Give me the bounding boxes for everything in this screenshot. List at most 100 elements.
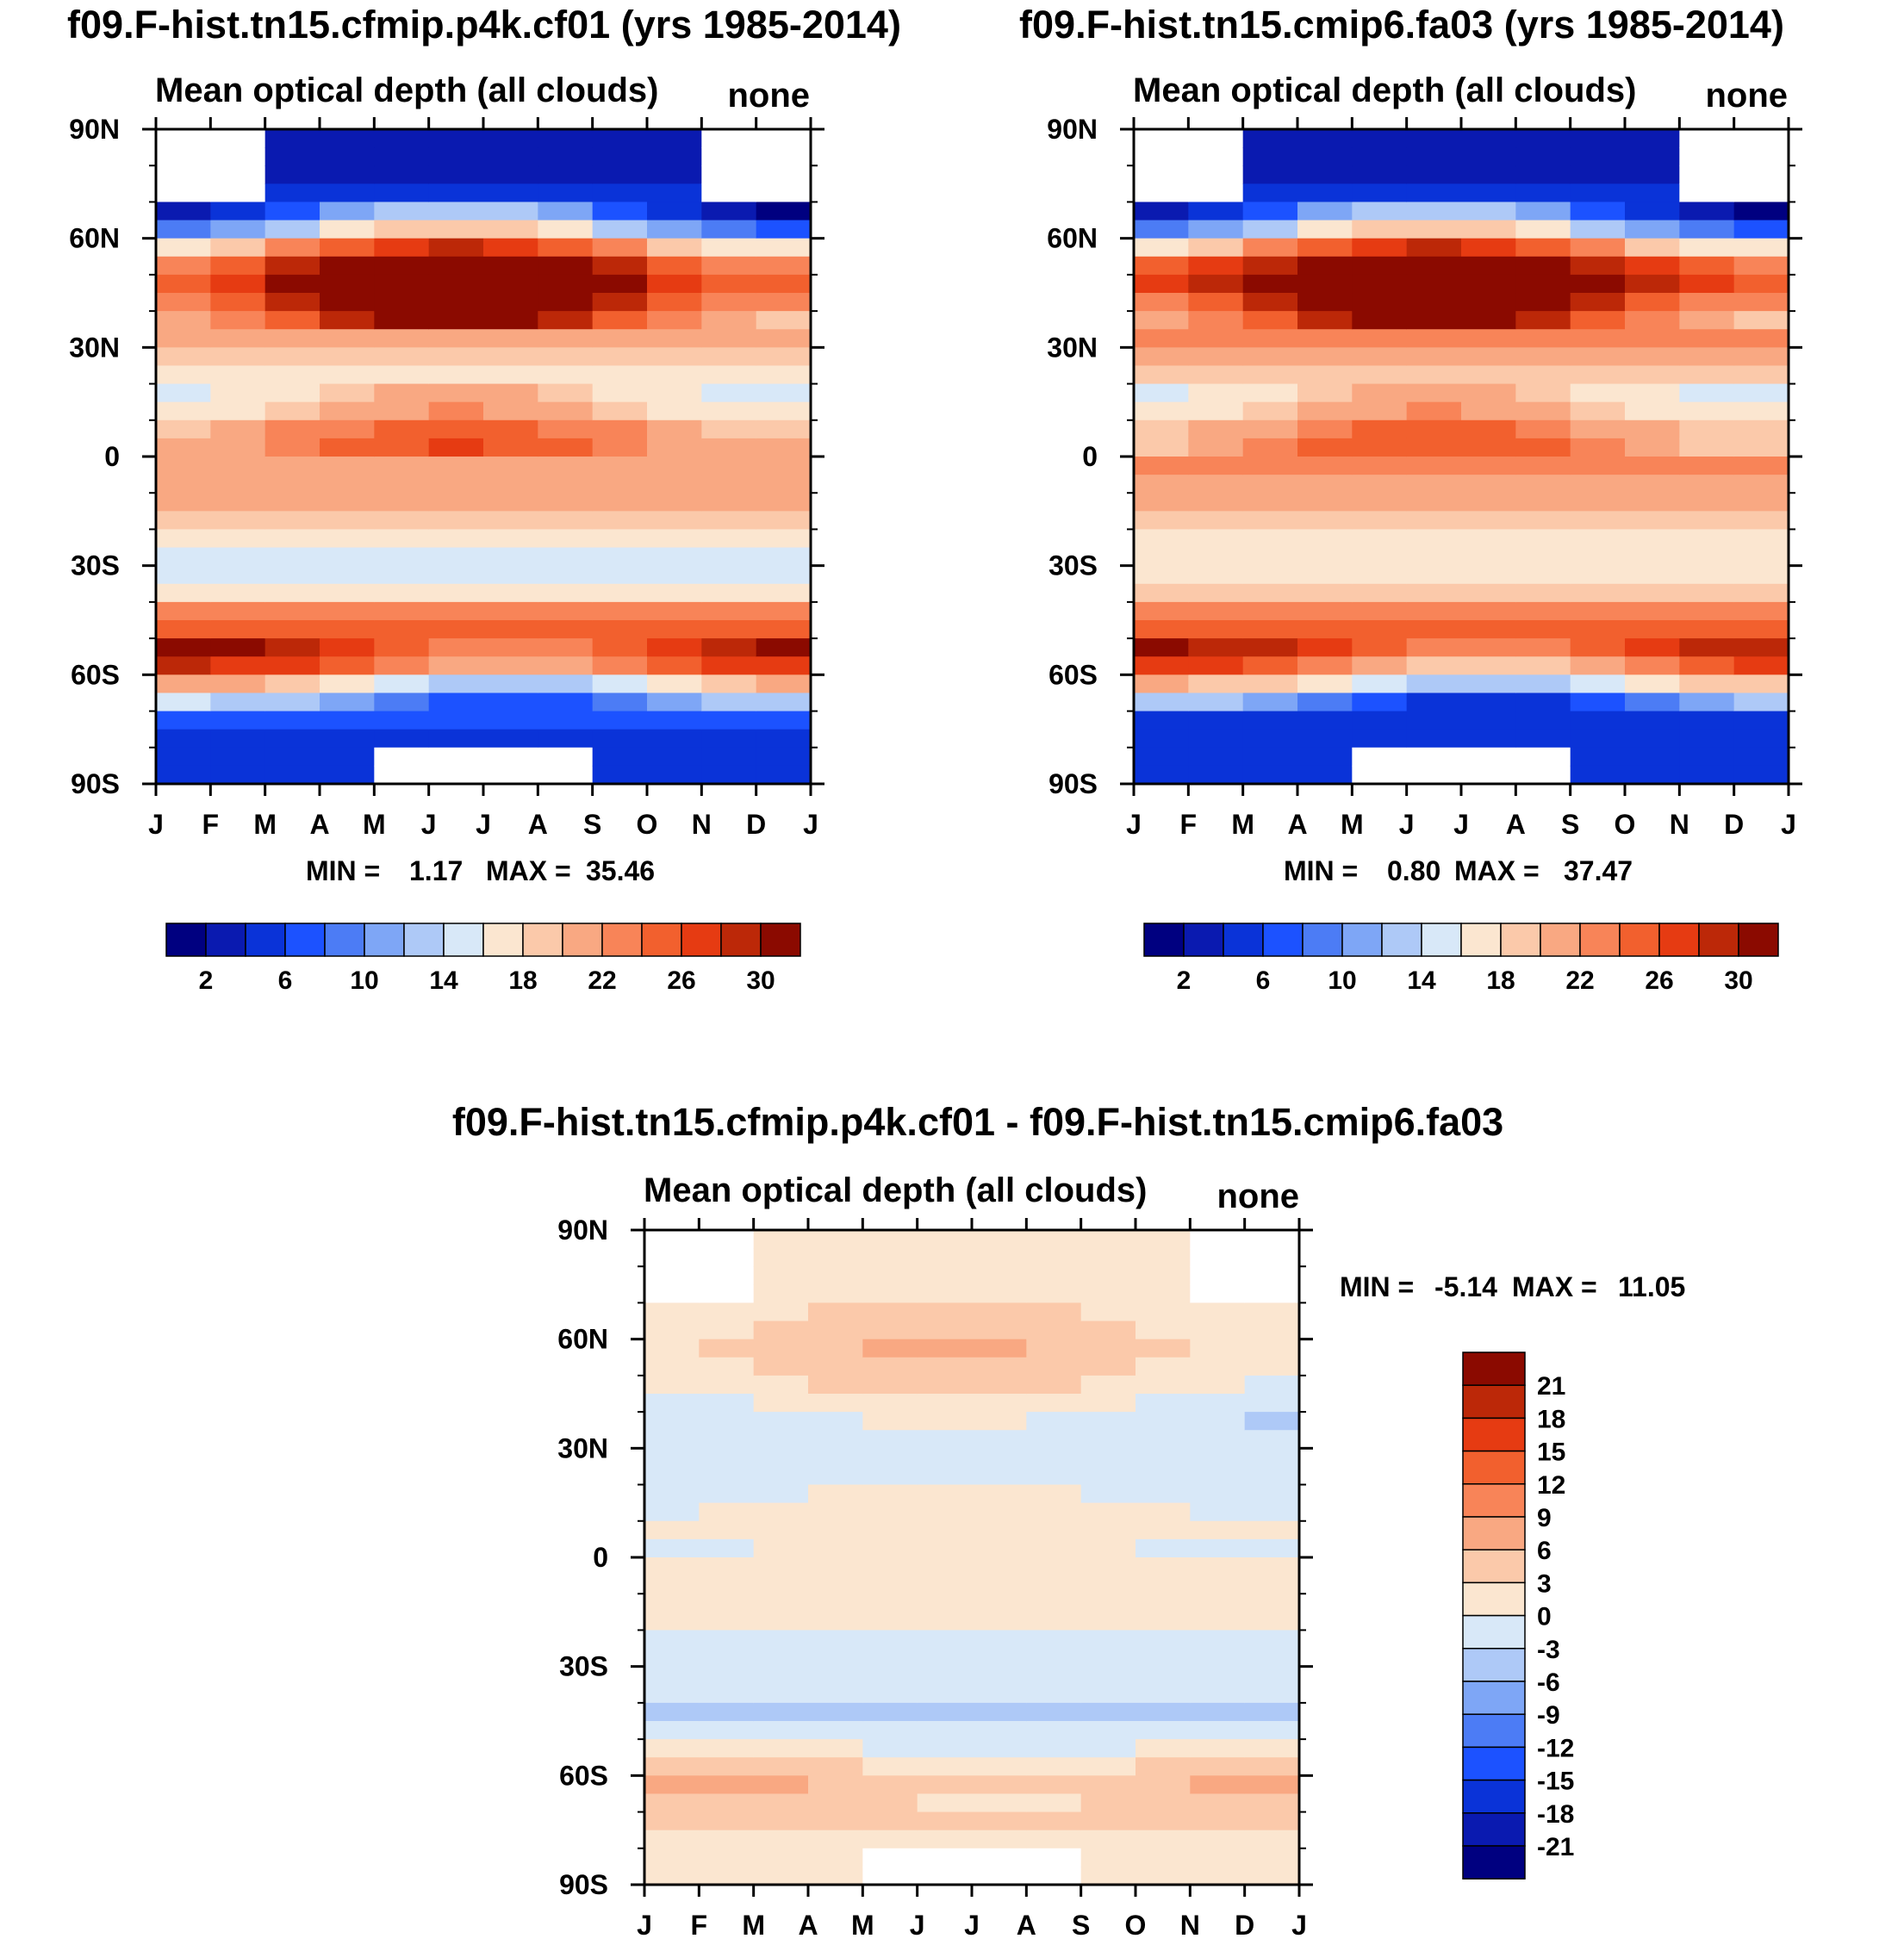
heatmap-cell <box>1134 529 1189 549</box>
colorbar-label: 3 <box>1537 1569 1552 1598</box>
heatmap-cell <box>701 747 757 767</box>
heatmap-cell <box>374 419 430 439</box>
heatmap-cell <box>647 401 702 421</box>
heatmap-cell <box>1352 383 1408 403</box>
heatmap-cell <box>1461 419 1516 439</box>
heatmap-cell <box>156 329 211 348</box>
heatmap-cell <box>1406 620 1462 639</box>
panel-1-subtitle: Mean optical depth (all clouds) <box>155 71 659 109</box>
heatmap-cell <box>647 438 702 457</box>
colorbar-swatch <box>1540 923 1581 957</box>
heatmap-cell <box>1136 1866 1191 1886</box>
heatmap-cell <box>483 256 538 276</box>
heatmap-cell <box>1026 1394 1082 1413</box>
heatmap-cell <box>264 693 320 712</box>
heatmap-cell <box>753 1302 809 1322</box>
heatmap-cell <box>1406 747 1462 767</box>
panel-3-units: none <box>1216 1177 1299 1215</box>
heatmap-cell <box>1570 583 1626 603</box>
heatmap-cell <box>1297 583 1353 603</box>
heatmap-cell <box>753 1811 809 1831</box>
heatmap-cell <box>756 183 812 203</box>
heatmap-cell <box>264 711 320 730</box>
heatmap-cell <box>647 202 702 221</box>
heatmap-cell <box>1352 674 1408 694</box>
heatmap-cell <box>753 1394 809 1413</box>
heatmap-cell <box>428 656 484 675</box>
heatmap-cell <box>972 1394 1027 1413</box>
heatmap-cell <box>374 238 430 258</box>
heatmap-cell <box>483 311 538 330</box>
heatmap-cell <box>156 165 211 184</box>
heatmap-cell <box>1733 711 1789 730</box>
y-tick-label: 30S <box>71 550 120 581</box>
heatmap-cell <box>592 765 648 785</box>
colorbar-label: 14 <box>1407 966 1436 995</box>
heatmap-cell <box>156 401 211 421</box>
colorbar-swatch <box>1421 923 1462 957</box>
heatmap-cell <box>1080 1684 1136 1704</box>
heatmap-cell <box>156 693 211 712</box>
heatmap-cell <box>1244 1594 1300 1612</box>
heatmap-cell <box>1080 1520 1136 1540</box>
heatmap-cell <box>644 1721 700 1740</box>
heatmap-cell <box>210 511 266 531</box>
heatmap-cell <box>538 419 594 439</box>
panel-1-max-value: 35.46 <box>586 855 655 886</box>
x-tick-label: A <box>1287 809 1307 840</box>
heatmap-cell <box>592 493 648 512</box>
heatmap-cell <box>210 419 266 439</box>
heatmap-cell <box>1026 1266 1082 1285</box>
heatmap-cell <box>1625 202 1680 221</box>
heatmap-cell <box>483 620 538 639</box>
heatmap-cell <box>917 1612 973 1631</box>
panel-1-min-label: MIN = <box>306 855 380 886</box>
heatmap-cell <box>1242 311 1298 330</box>
heatmap-cell <box>374 583 430 603</box>
heatmap-cell <box>756 747 812 767</box>
heatmap-cell <box>917 1702 973 1722</box>
panel-3-max-value: 11.05 <box>1618 1271 1685 1302</box>
heatmap-cell <box>1679 765 1735 785</box>
heatmap-cell <box>210 493 266 512</box>
heatmap-cell <box>1515 438 1571 457</box>
heatmap-cell <box>862 1630 918 1650</box>
heatmap-cell <box>1244 1702 1300 1722</box>
heatmap-cell <box>592 693 648 712</box>
heatmap-cell <box>808 1594 863 1612</box>
heatmap-cell <box>862 1830 918 1849</box>
heatmap-cell <box>647 529 702 549</box>
heatmap-cell <box>1461 438 1516 457</box>
heatmap-cell <box>428 711 484 730</box>
heatmap-cell <box>1190 1648 1246 1668</box>
heatmap-cell <box>428 693 484 712</box>
heatmap-cell <box>210 383 266 403</box>
heatmap-cell <box>1733 147 1789 166</box>
panel-3-title: f09.F-hist.tn15.cfmip.p4k.cf01 - f09.F-h… <box>452 1100 1503 1144</box>
heatmap-cell <box>1026 1775 1082 1795</box>
colorbar-label: -12 <box>1537 1734 1574 1762</box>
heatmap-cell <box>1136 1230 1191 1249</box>
panel-1-max-label: MAX = <box>486 855 571 886</box>
heatmap-cell <box>808 1666 863 1686</box>
heatmap-cell <box>264 419 320 439</box>
heatmap-cell <box>1625 747 1680 767</box>
heatmap-cell <box>1625 638 1680 657</box>
heatmap-cell <box>1136 1811 1191 1831</box>
heatmap-cell <box>1625 565 1680 585</box>
heatmap-cell <box>644 1739 700 1758</box>
heatmap-cell <box>1244 1302 1300 1322</box>
heatmap-cell <box>753 1448 809 1468</box>
heatmap-cell <box>647 457 702 475</box>
heatmap-cell <box>264 493 320 512</box>
heatmap-cell <box>1352 419 1408 439</box>
heatmap-cell <box>701 583 757 603</box>
heatmap-cell <box>156 711 211 730</box>
heatmap-cell <box>1242 329 1298 348</box>
heatmap-cell <box>1134 711 1189 730</box>
panel-3: f09.F-hist.tn15.cfmip.p4k.cf01 - f09.F-h… <box>452 1100 1685 1941</box>
heatmap-cell <box>483 674 538 694</box>
heatmap-cell <box>1406 547 1462 567</box>
heatmap-cell <box>210 729 266 749</box>
colorbar-label: 30 <box>1724 966 1752 995</box>
